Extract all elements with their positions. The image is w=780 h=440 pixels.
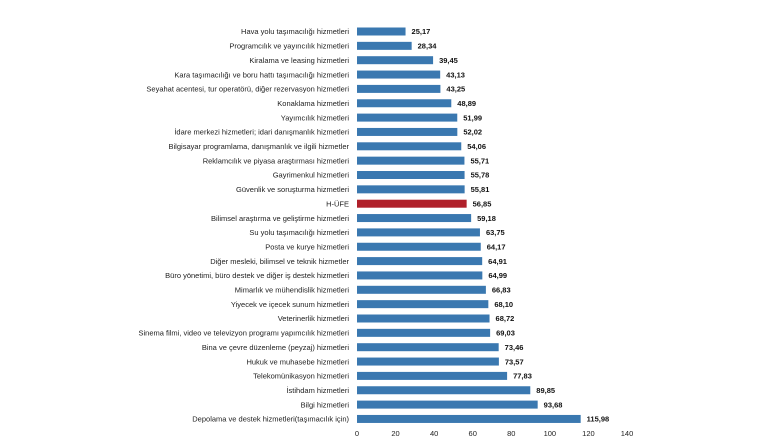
value-label: 68,72	[496, 314, 515, 323]
value-label: 51,99	[463, 113, 482, 122]
bar	[357, 113, 458, 122]
bar-highlight	[357, 199, 467, 208]
x-tick-label: 0	[355, 429, 359, 438]
value-label: 89,85	[536, 386, 555, 395]
value-label: 43,13	[446, 70, 465, 79]
x-tick-label: 120	[582, 429, 595, 438]
bar	[357, 357, 499, 366]
bar	[357, 314, 490, 323]
category-label: Posta ve kurye hizmetleri	[265, 242, 349, 251]
category-label: Depolama ve destek hizmetleri(taşımacılı…	[192, 415, 349, 424]
category-label: İstihdam hizmetleri	[286, 386, 349, 395]
bar	[357, 41, 412, 50]
value-label: 68,10	[494, 300, 513, 309]
category-label: Bilimsel araştırma ve geliştirme hizmetl…	[211, 214, 349, 223]
category-label: Seyahat acentesi, tur operatörü, diğer r…	[146, 85, 349, 94]
value-label: 93,68	[544, 400, 563, 409]
bar	[357, 171, 465, 179]
value-label: 52,02	[463, 128, 482, 137]
value-label: 55,81	[471, 185, 490, 194]
category-label: Diğer mesleki, bilimsel ve teknik hizmet…	[210, 257, 349, 266]
x-tick-label: 40	[430, 429, 438, 438]
bar	[357, 371, 508, 380]
category-label: Yiyecek ve içecek sunum hizmetleri	[231, 300, 349, 309]
category-label: İdare merkezi hizmetleri; idari danışman…	[174, 128, 349, 137]
bar	[357, 56, 434, 65]
bar	[357, 214, 472, 223]
category-label: Hukuk ve muhasebe hizmetleri	[246, 357, 349, 366]
bar	[357, 228, 480, 237]
category-label: Bilgi hizmetleri	[301, 400, 350, 409]
bar	[357, 156, 465, 165]
bar	[357, 400, 538, 409]
bar	[357, 300, 489, 309]
x-tick-label: 140	[621, 429, 634, 438]
value-label: 115,98	[587, 415, 610, 424]
value-label: 25,17	[412, 27, 431, 36]
category-label: Bilgisayar programlama, danışmanlık ve i…	[169, 142, 350, 151]
value-label: 73,57	[505, 357, 524, 366]
category-label: Su yolu taşımacılığı hizmetleri	[249, 228, 349, 237]
bar	[357, 343, 499, 352]
category-label: Güvenlik ve soruşturma hizmetleri	[236, 185, 349, 194]
value-label: 66,83	[492, 286, 511, 295]
bar	[357, 414, 581, 423]
category-label: Büro yönetimi, büro destek ve diğer iş d…	[165, 271, 349, 280]
value-label: 56,85	[473, 199, 492, 208]
category-label: Konaklama hizmetleri	[277, 99, 349, 108]
x-tick-label: 20	[391, 429, 399, 438]
value-label: 48,89	[457, 99, 476, 108]
value-label: 54,06	[467, 142, 486, 151]
value-label: 64,17	[487, 242, 506, 251]
category-label: Veterinerlik hizmetleri	[278, 314, 350, 323]
category-label: Gayrimenkul hizmetleri	[273, 171, 350, 180]
x-axis-ticks-group: 0 20 40 60 80 100 120 140	[355, 429, 633, 438]
value-label: 69,03	[496, 329, 515, 338]
category-label: H-ÜFE	[326, 199, 349, 208]
value-label: 73,46	[505, 343, 524, 352]
category-label: Telekomünikasyon hizmetleri	[253, 372, 349, 381]
value-label: 43,25	[446, 85, 465, 94]
bar	[357, 99, 452, 108]
category-label: Bina ve çevre düzenleme (peyzaj) hizmetl…	[202, 343, 349, 352]
bar	[357, 84, 441, 93]
category-label: Programcılık ve yayıncılık hizmetleri	[229, 42, 349, 51]
category-label: Kiralama ve leasing hizmetleri	[249, 56, 349, 65]
category-label: Sinema filmi, video ve televizyon progra…	[139, 329, 350, 338]
bars-group	[357, 27, 581, 423]
value-label: 77,83	[513, 372, 532, 381]
category-label: Kara taşımacılığı ve boru hattı taşımacı…	[174, 70, 349, 79]
value-label: 59,18	[477, 214, 496, 223]
bar	[357, 328, 491, 337]
value-label: 64,91	[488, 257, 507, 266]
bar	[357, 386, 531, 395]
category-label: Yayımcılık hizmetleri	[281, 113, 350, 122]
value-label: 55,78	[471, 171, 490, 180]
bar	[357, 27, 406, 36]
x-tick-label: 100	[544, 429, 557, 438]
category-label: Hava yolu taşımacılığı hizmetleri	[241, 27, 349, 36]
category-label: Mimarlık ve mühendislik hizmetleri	[235, 286, 350, 295]
bar	[357, 242, 481, 251]
value-label: 64,99	[488, 271, 507, 280]
bar	[357, 142, 462, 151]
category-labels-group: Hava yolu taşımacılığı hizmetleri Program…	[139, 27, 350, 423]
bar	[357, 257, 483, 266]
bar	[357, 185, 465, 194]
bar	[357, 285, 486, 294]
bar	[357, 70, 441, 79]
value-label: 55,71	[470, 156, 489, 165]
value-label: 63,75	[486, 228, 505, 237]
bar	[357, 271, 483, 280]
category-label: Reklamcılık ve piyasa araştırması hizmet…	[203, 156, 350, 165]
value-label: 28,34	[418, 42, 438, 51]
x-tick-label: 80	[507, 429, 515, 438]
value-label: 39,45	[439, 56, 458, 65]
bar	[357, 127, 458, 136]
x-tick-label: 60	[469, 429, 477, 438]
